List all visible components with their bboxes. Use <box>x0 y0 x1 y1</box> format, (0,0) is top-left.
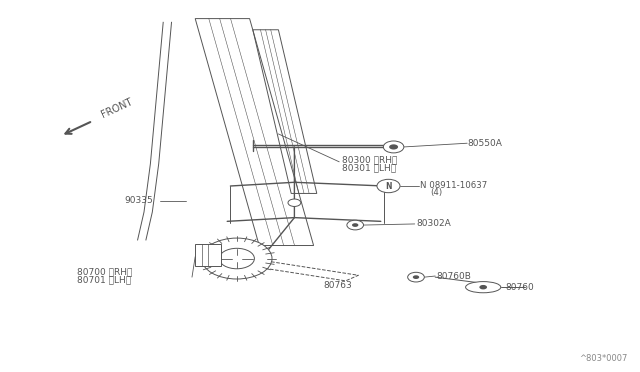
Circle shape <box>352 223 358 227</box>
Circle shape <box>408 272 424 282</box>
Text: 90335: 90335 <box>125 196 154 205</box>
Text: 80701 〈LH〉: 80701 〈LH〉 <box>77 275 131 284</box>
Bar <box>195 244 221 266</box>
Circle shape <box>347 220 364 230</box>
Text: 80760: 80760 <box>506 283 534 292</box>
Circle shape <box>219 248 255 269</box>
Text: 80760B: 80760B <box>436 272 471 280</box>
Text: (4): (4) <box>430 188 442 197</box>
Circle shape <box>479 285 487 289</box>
Ellipse shape <box>466 282 501 293</box>
Text: 80700 〈RH〉: 80700 〈RH〉 <box>77 268 132 277</box>
Text: 80763: 80763 <box>323 281 352 290</box>
Text: N: N <box>385 182 392 190</box>
Circle shape <box>288 199 301 206</box>
Text: FRONT: FRONT <box>99 97 134 120</box>
Text: 80300 〈RH〉: 80300 〈RH〉 <box>342 155 398 164</box>
Circle shape <box>377 179 400 193</box>
Circle shape <box>383 141 404 153</box>
Text: 80550A: 80550A <box>467 139 502 148</box>
Text: 80302A: 80302A <box>416 219 451 228</box>
Text: ^803*0007: ^803*0007 <box>579 354 627 363</box>
Text: 80301 〈LH〉: 80301 〈LH〉 <box>342 163 397 172</box>
Circle shape <box>389 144 398 150</box>
Circle shape <box>202 238 272 279</box>
Text: N 08911-10637: N 08911-10637 <box>420 181 488 190</box>
Circle shape <box>413 275 419 279</box>
